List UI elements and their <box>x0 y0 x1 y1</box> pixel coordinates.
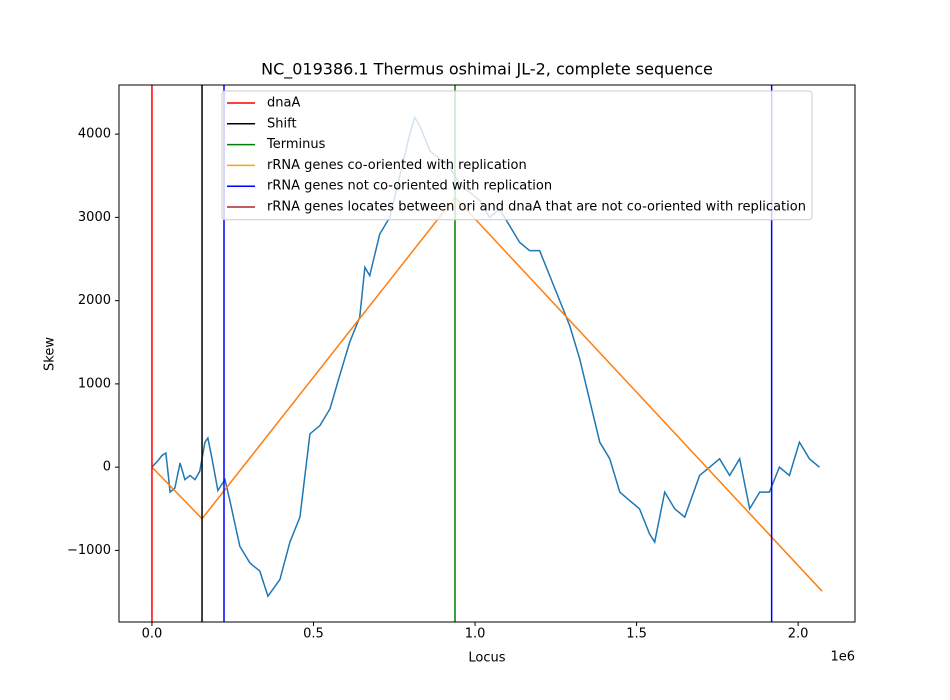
y-axis-label: Skew <box>43 337 58 371</box>
series-line <box>151 196 823 592</box>
legend-box <box>221 90 813 221</box>
x-tick-label: 1.5 <box>626 627 647 642</box>
chart-title: NC_019386.1 Thermus oshimai JL-2, comple… <box>261 60 713 80</box>
x-tick-label: 1.0 <box>465 627 486 642</box>
legend-label: rRNA genes not co-oriented with replicat… <box>267 179 552 194</box>
y-tick-label: 3000 <box>78 210 111 225</box>
y-tick-label: −1000 <box>67 543 111 558</box>
y-tick-label: 2000 <box>78 293 111 308</box>
plot-frame <box>118 84 856 623</box>
y-tick-label: 4000 <box>78 127 111 142</box>
legend: dnaA Shift Terminus rRNA genes co-oriented … <box>221 90 813 221</box>
legend-label: rRNA genes co-oriented with replication <box>267 158 527 173</box>
legend-label: Shift <box>267 116 297 131</box>
y-tick-label: 0 <box>103 460 111 475</box>
x-offset-label: 1e6 <box>830 650 855 665</box>
x-tick-label: 2.0 <box>788 627 809 642</box>
x-tick-label: 0.5 <box>303 627 324 642</box>
y-tick-label: 1000 <box>78 376 111 391</box>
x-tick-label: 0.0 <box>142 627 163 642</box>
legend-label: dnaA <box>267 96 300 111</box>
legend-label: Terminus <box>266 137 326 152</box>
x-axis-label: Locus <box>468 651 505 666</box>
legend-label: rRNA genes locates between ori and dnaA … <box>267 200 806 215</box>
